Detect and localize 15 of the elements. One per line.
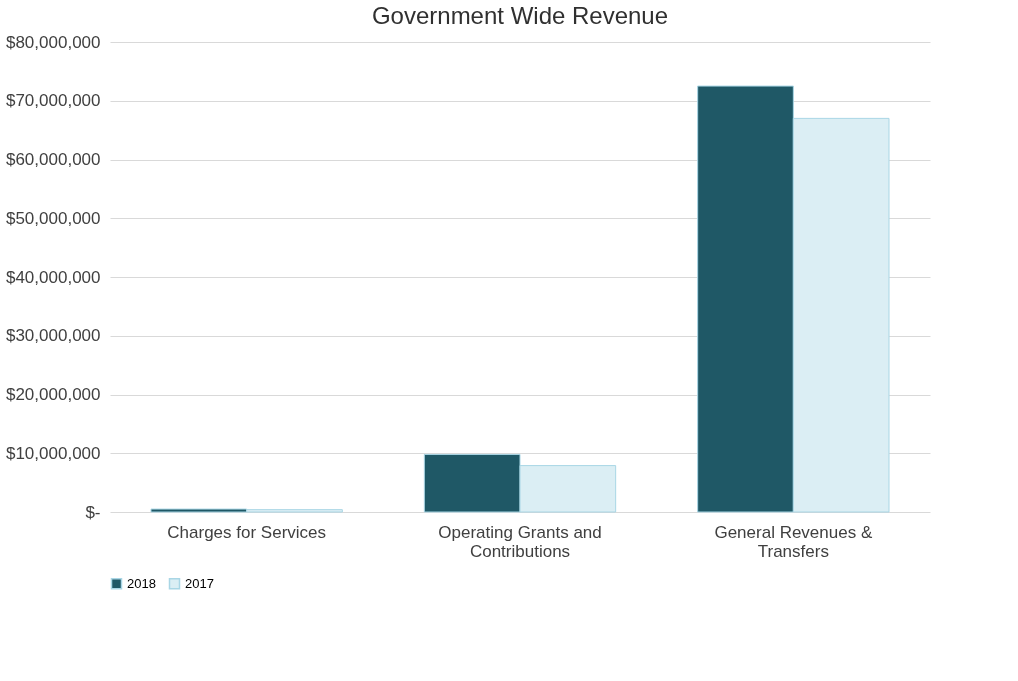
y-tick-label: $10,000,000	[5, 443, 101, 463]
y-tick-label: $30,000,000	[5, 326, 101, 346]
y-tick-label: $80,000,000	[5, 32, 101, 52]
x-tick-label: Charges for Services	[167, 522, 327, 542]
y-tick-label: $-	[85, 502, 101, 522]
y-tick-label: $40,000,000	[5, 267, 101, 287]
y-tick-label: $60,000,000	[5, 150, 101, 169]
legend-label: 2018	[127, 575, 156, 591]
legend-label: 2017	[185, 575, 214, 591]
chart-title: Government Wide Revenue	[371, 2, 669, 29]
y-tick-label: $20,000,000	[5, 385, 101, 404]
x-tick-label: General Revenues & Transfers	[714, 522, 873, 561]
y-tick-label: $70,000,000	[5, 91, 101, 111]
y-tick-label: $50,000,000	[5, 208, 101, 228]
x-tick-label: Operating Grants and Contributions	[438, 522, 602, 561]
